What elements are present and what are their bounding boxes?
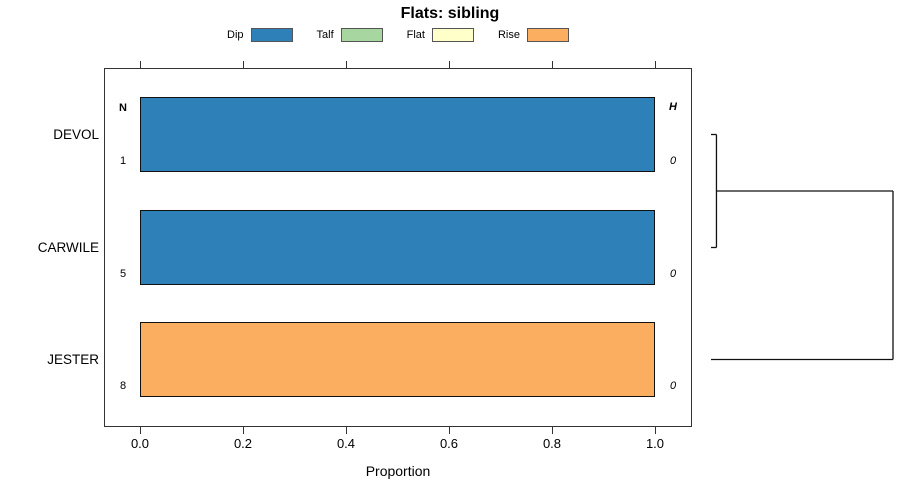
legend: Dip Talf Flat Rise xyxy=(104,26,692,44)
n-value-carwile: 5 xyxy=(119,268,127,280)
x-tick-bottom xyxy=(345,427,347,434)
n-column-header: N xyxy=(119,102,127,114)
legend-item-rise: Rise xyxy=(498,27,569,43)
legend-swatch-dip xyxy=(250,28,293,42)
x-tick-top xyxy=(242,61,244,68)
x-tick-top xyxy=(345,61,347,68)
n-value-jester: 8 xyxy=(119,380,127,392)
x-tick-label: 0.8 xyxy=(542,436,562,451)
row-label-carwile: CARWILE xyxy=(37,239,99,255)
row-label-devol: DEVOL xyxy=(53,126,99,142)
legend-swatch-talf xyxy=(340,28,383,42)
chart-title: Flats: sibling xyxy=(400,5,500,22)
legend-item-dip: Dip xyxy=(227,27,293,43)
x-tick-label: 0.4 xyxy=(336,436,356,451)
x-tick-bottom xyxy=(448,427,450,434)
x-tick-label: 0.6 xyxy=(439,436,459,451)
h-column-header: H xyxy=(669,101,677,113)
legend-label: Rise xyxy=(497,29,520,41)
x-tick-label: 0.0 xyxy=(130,436,150,451)
bar-carwile-dip xyxy=(140,210,655,285)
x-tick-label: 1.0 xyxy=(645,436,665,451)
x-tick-bottom xyxy=(654,427,656,434)
legend-item-talf: Talf xyxy=(317,27,383,43)
x-tick-label: 0.2 xyxy=(233,436,253,451)
h-value-jester: 0 xyxy=(669,380,677,392)
h-value-carwile: 0 xyxy=(669,268,677,280)
x-tick-top xyxy=(448,61,450,68)
x-tick-top xyxy=(654,61,656,68)
bar-devol-dip xyxy=(140,97,655,172)
legend-swatch-flat xyxy=(431,28,474,42)
x-axis-label: Proportion xyxy=(365,463,431,479)
legend-swatch-rise xyxy=(527,28,569,42)
h-value-devol: 0 xyxy=(669,155,677,167)
legend-item-flat: Flat xyxy=(407,27,474,43)
legend-label: Dip xyxy=(227,29,244,41)
x-tick-bottom xyxy=(551,427,553,434)
x-tick-bottom xyxy=(242,427,244,434)
n-value-devol: 1 xyxy=(119,155,127,167)
bar-jester-rise xyxy=(140,322,655,397)
x-tick-top xyxy=(139,61,141,68)
legend-label: Flat xyxy=(406,29,425,41)
legend-label: Talf xyxy=(316,29,334,41)
x-tick-top xyxy=(551,61,553,68)
x-tick-bottom xyxy=(139,427,141,434)
row-label-jester: JESTER xyxy=(47,351,99,367)
